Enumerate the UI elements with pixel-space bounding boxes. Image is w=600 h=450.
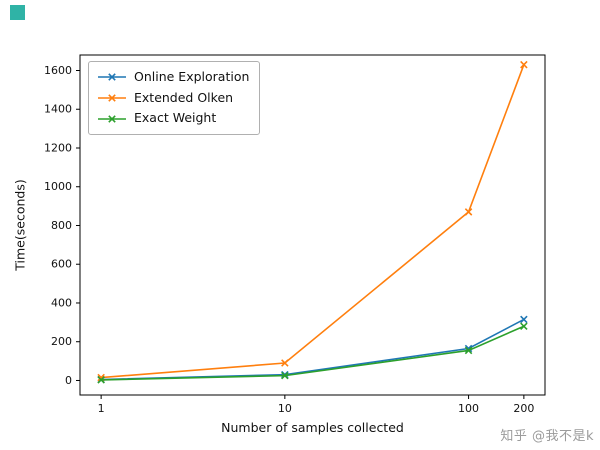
svg-text:10: 10 xyxy=(278,402,292,415)
legend-line-swatch xyxy=(98,73,126,82)
legend-line-swatch xyxy=(98,94,126,102)
legend-item: Exact Weight xyxy=(97,108,249,129)
x-marker-icon xyxy=(108,114,116,123)
svg-text:200: 200 xyxy=(51,335,72,348)
x-axis-label: Number of samples collected xyxy=(221,420,404,435)
svg-text:200: 200 xyxy=(513,402,534,415)
svg-text:1: 1 xyxy=(98,402,105,415)
legend-label: Exact Weight xyxy=(134,110,217,126)
legend-line-swatch xyxy=(98,114,126,123)
svg-text:600: 600 xyxy=(51,258,72,271)
svg-text:100: 100 xyxy=(458,402,479,415)
svg-text:0: 0 xyxy=(65,374,72,387)
x-marker-icon xyxy=(108,73,116,82)
corner-mark xyxy=(10,5,25,20)
legend-label: Extended Olken xyxy=(134,89,234,105)
svg-text:1600: 1600 xyxy=(44,64,72,77)
svg-text:1000: 1000 xyxy=(44,180,72,193)
legend: Online Exploration Extended Olken Exact We… xyxy=(88,61,261,135)
legend-item: Online Exploration xyxy=(97,67,249,88)
svg-text:1200: 1200 xyxy=(44,141,72,154)
svg-text:800: 800 xyxy=(51,219,72,232)
legend-label: Online Exploration xyxy=(134,69,250,84)
y-axis-label: Time(seconds) xyxy=(12,179,28,271)
watermark: 知乎 @我不是k xyxy=(500,429,594,444)
svg-text:1400: 1400 xyxy=(44,103,72,116)
svg-text:400: 400 xyxy=(51,296,72,309)
x-marker-icon xyxy=(108,94,116,102)
legend-item: Extended Olken xyxy=(97,88,249,109)
